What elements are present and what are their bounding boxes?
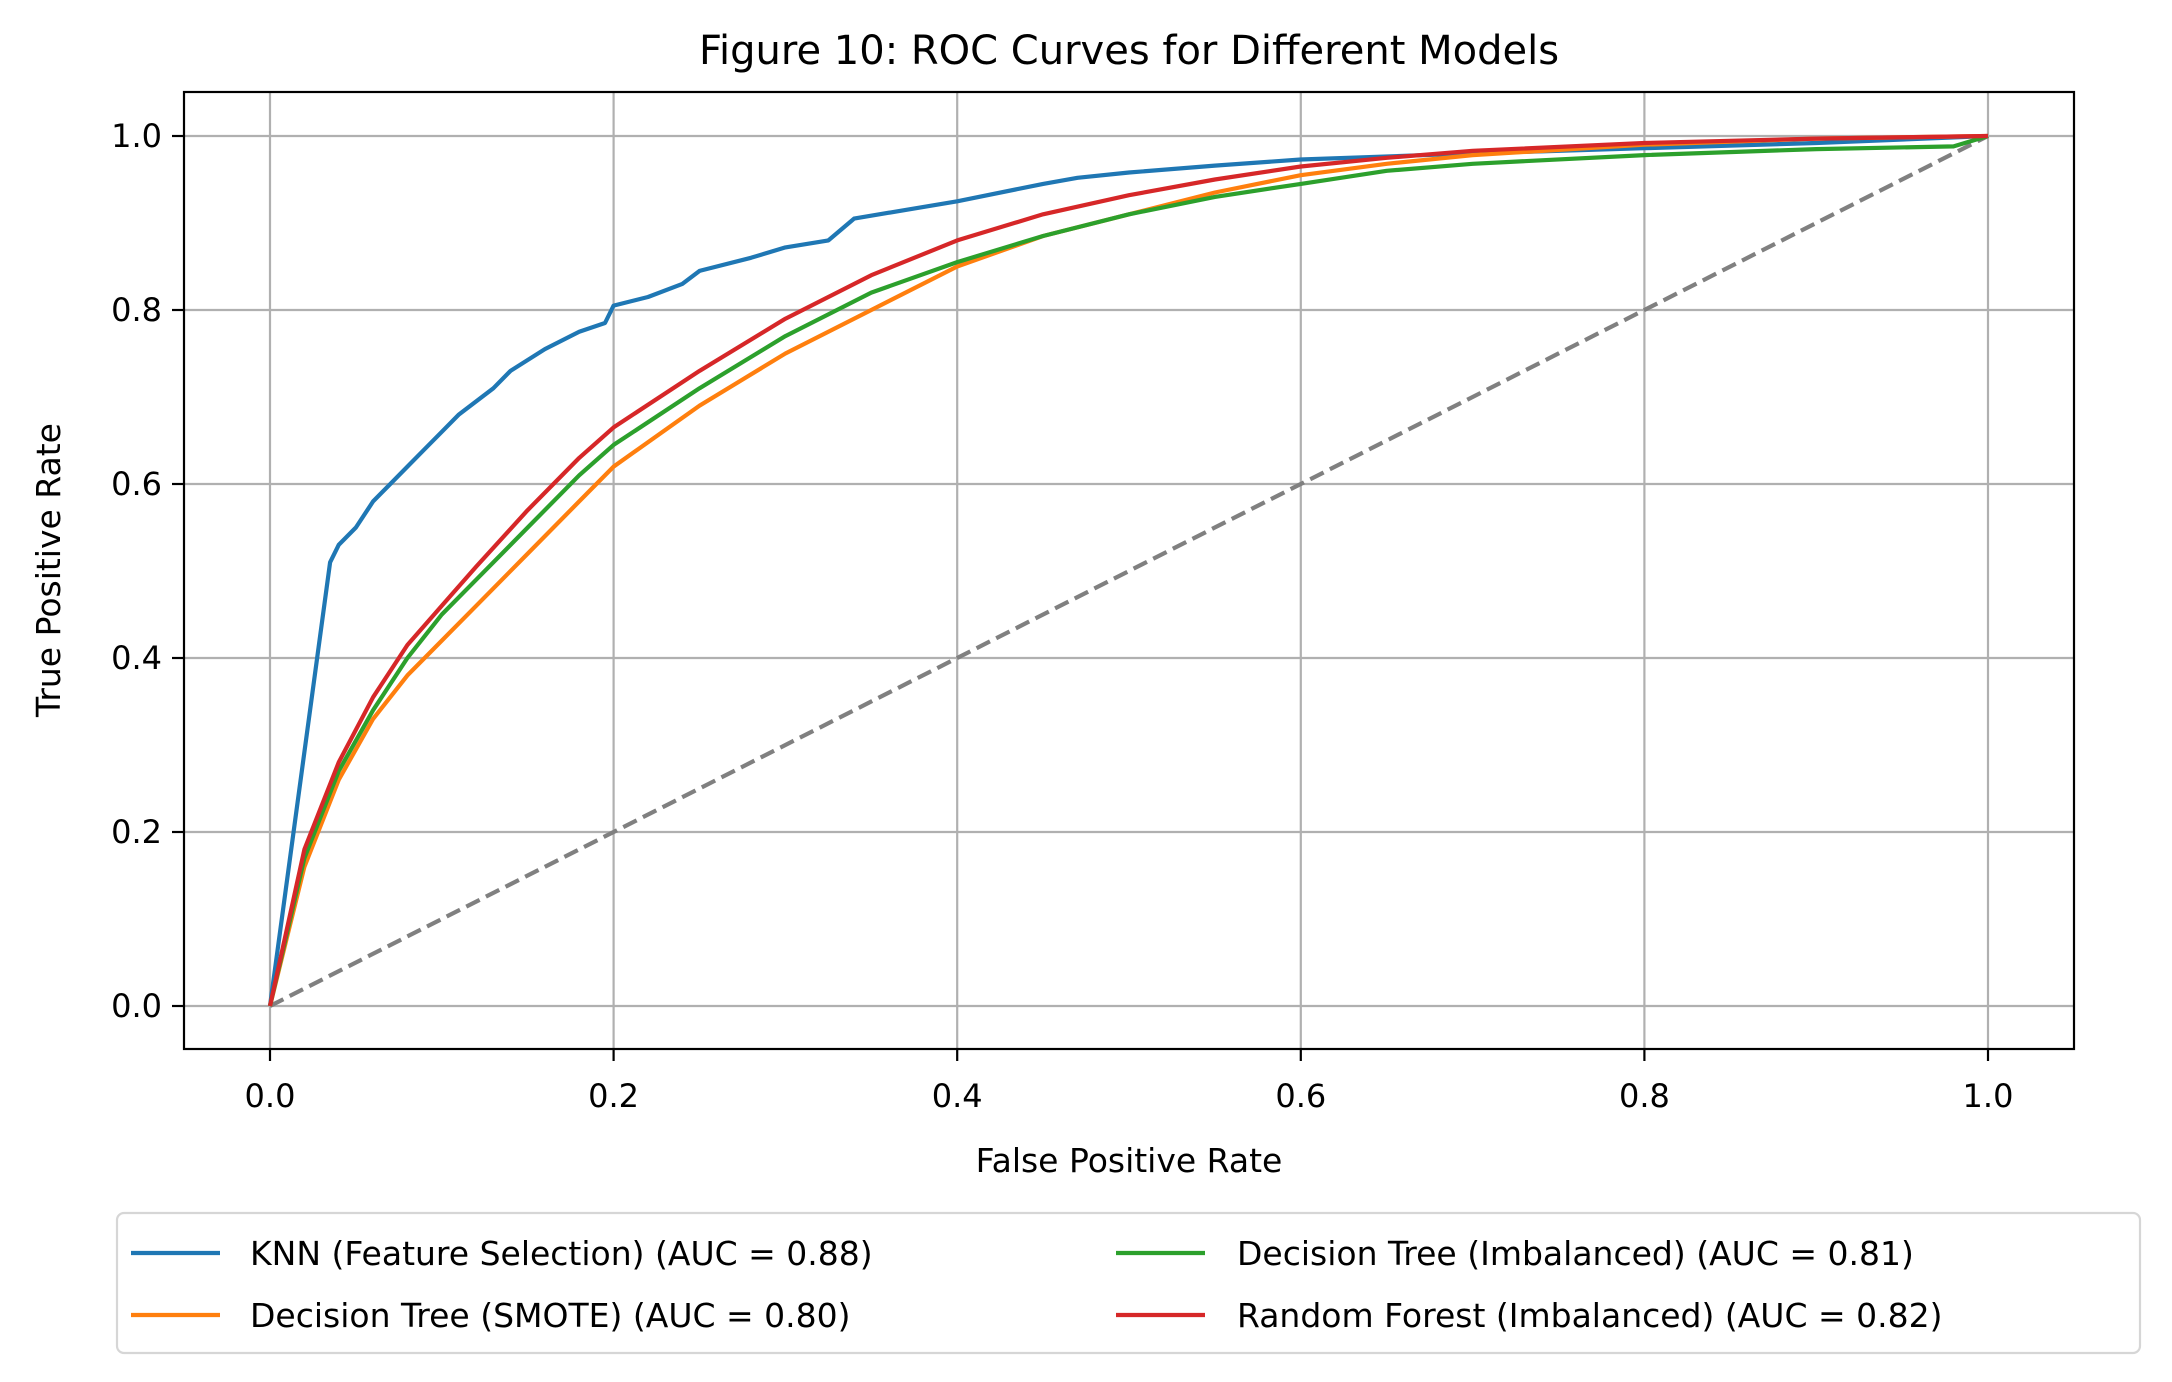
legend-entry-dt-smote: Decision Tree (SMOTE) (AUC = 0.80): [131, 1296, 851, 1335]
x-tick-label: 1.0: [1963, 1077, 2014, 1115]
y-tick-label: 1.0: [111, 117, 162, 155]
legend-entry-knn: KNN (Feature Selection) (AUC = 0.88): [131, 1234, 873, 1273]
chart-title: Figure 10: ROC Curves for Different Mode…: [699, 28, 1559, 74]
y-tick-label: 0.4: [111, 639, 162, 677]
legend: KNN (Feature Selection) (AUC = 0.88) Dec…: [115, 1211, 2142, 1355]
chance-diagonal-line: [269, 134, 1989, 1008]
series-layer: [267, 133, 1989, 1008]
legend-label-rf-imbalanced: Random Forest (Imbalanced) (AUC = 0.82): [1237, 1296, 1943, 1335]
legend-entry-rf-imbalanced: Random Forest (Imbalanced) (AUC = 0.82): [1116, 1296, 1943, 1335]
plot-area: 0.0 0.2 0.4 0.6 0.8 1.0 0.0 0.2 0.4 0.6 0.8 1.0: [111, 90, 2076, 1115]
legend-frame: [115, 1211, 2142, 1355]
y-axis-label: True Positive Rate: [29, 423, 68, 718]
x-tick-label: 0.6: [1275, 1077, 1326, 1115]
y-tick-label: 0.2: [111, 813, 162, 851]
x-axis-label: False Positive Rate: [976, 1141, 1283, 1180]
x-tick-label: 0.8: [1619, 1077, 1670, 1115]
y-tick-label: 0.6: [111, 465, 162, 503]
dt-smote-curve: [267, 133, 1989, 1007]
axes-frame: [182, 90, 2076, 1051]
rf-imbalanced-curve: [267, 133, 1989, 1007]
y-tick-label: 0.0: [111, 987, 162, 1025]
legend-label-knn: KNN (Feature Selection) (AUC = 0.88): [250, 1234, 873, 1273]
legend-entry-dt-imbalanced: Decision Tree (Imbalanced) (AUC = 0.81): [1116, 1234, 1914, 1273]
legend-label-dt-imbalanced: Decision Tree (Imbalanced) (AUC = 0.81): [1237, 1234, 1914, 1273]
x-tick-label: 0.4: [932, 1077, 983, 1115]
y-tick-label: 0.8: [111, 291, 162, 329]
x-tick-label: 0.0: [245, 1077, 296, 1115]
grid: [184, 92, 2074, 1049]
dt-imbalanced-curve: [267, 133, 1989, 1007]
ticks: 0.0 0.2 0.4 0.6 0.8 1.0 0.0 0.2 0.4 0.6 0.8 1.0: [111, 117, 2013, 1115]
x-tick-label: 0.2: [588, 1077, 639, 1115]
knn-curve: [267, 133, 1989, 1007]
legend-label-dt-smote: Decision Tree (SMOTE) (AUC = 0.80): [250, 1296, 851, 1335]
